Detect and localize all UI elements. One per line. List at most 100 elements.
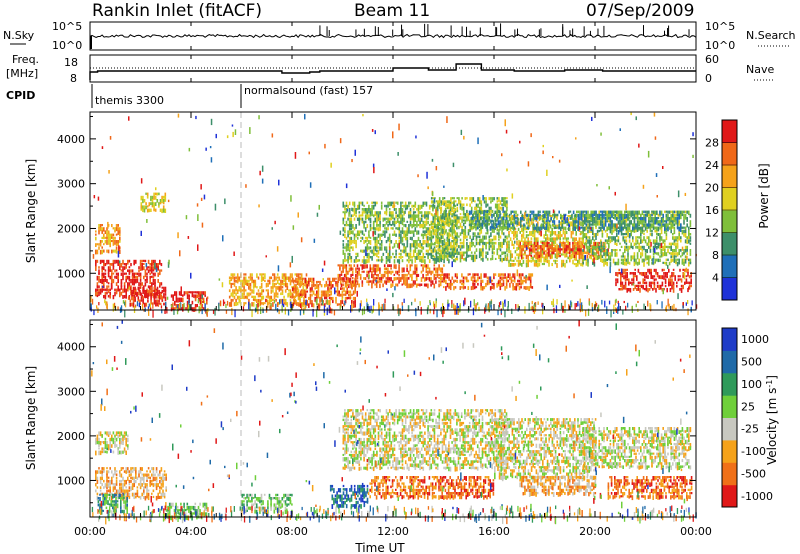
echo-cell: [533, 234, 536, 239]
echo-cell: [444, 217, 447, 220]
echo-cell: [400, 256, 402, 260]
echo-cell: [533, 309, 536, 314]
echo-cell: [667, 249, 669, 253]
echo-cell: [532, 234, 534, 237]
echo-cell: [96, 243, 99, 246]
echo-cell: [478, 213, 481, 217]
echo-cell: [112, 243, 115, 246]
echo-cell: [403, 246, 405, 251]
echo-cell: [400, 252, 402, 256]
echo-cell: [453, 197, 455, 200]
echo-cell: [459, 206, 462, 210]
echo-cell: [517, 263, 520, 267]
echo-cell: [301, 293, 304, 297]
echo-cell: [667, 210, 669, 214]
echo-cell: [235, 279, 237, 283]
echo-cell: [241, 292, 244, 297]
echo-cell: [486, 257, 489, 261]
echo-cell: [505, 286, 508, 289]
echo-cell: [498, 245, 500, 250]
echo-cell: [107, 259, 110, 265]
echo-cell: [353, 201, 356, 206]
echo-cell: [616, 278, 619, 284]
echo-cell: [364, 217, 367, 221]
echo-cell: [387, 256, 389, 260]
echo-cell: [296, 280, 299, 285]
echo-cell: [388, 233, 391, 237]
echo-cell: [641, 245, 644, 249]
echo-cell: [360, 249, 362, 253]
echo-cell: [661, 268, 664, 272]
echo-cell: [680, 226, 682, 232]
echo-cell: [570, 234, 573, 239]
echo-cell: [485, 254, 487, 259]
echo-cell: [648, 268, 651, 273]
echo-cell: [656, 284, 659, 288]
echo-cell: [498, 232, 500, 237]
echo-cell: [336, 293, 339, 297]
echo-cell: [445, 251, 447, 255]
echo-cell: [112, 259, 115, 264]
echo-cell: [627, 229, 629, 235]
echo-cell: [425, 273, 428, 277]
echo-cell: [688, 261, 690, 267]
echo-cell: [434, 257, 436, 261]
echo-cell: [536, 241, 539, 246]
echo-cell: [115, 272, 118, 276]
echo-cell: [438, 238, 441, 242]
echo-cell: [654, 226, 656, 230]
echo-cell: [592, 226, 594, 230]
echo-cell: [644, 278, 646, 281]
echo-cell: [328, 280, 331, 286]
echo-cell: [345, 183, 348, 189]
echo-cell: [486, 232, 489, 235]
echo-cell: [101, 266, 103, 270]
echo-cell: [451, 213, 454, 216]
echo-cell: [119, 240, 121, 243]
echo-cell: [145, 205, 147, 210]
echo-cell: [681, 213, 684, 217]
echo-cell: [374, 227, 377, 230]
echo-cell: [377, 214, 380, 219]
echo-cell: [449, 279, 452, 285]
echo-cell: [464, 276, 466, 280]
echo-cell: [575, 247, 577, 252]
echo-cell: [576, 251, 579, 255]
echo-cell: [345, 259, 348, 262]
echo-cell: [348, 243, 351, 247]
echo-cell: [537, 224, 539, 228]
echo-cell: [270, 295, 273, 301]
echo-cell: [546, 256, 549, 260]
echo-cell: [200, 184, 202, 190]
echo-cell: [143, 199, 146, 203]
echo-cell: [533, 245, 536, 248]
echo-cell: [627, 258, 629, 263]
echo-cell: [387, 227, 389, 231]
echo-cell: [617, 213, 620, 219]
echo-cell: [147, 289, 149, 295]
echo-cell: [568, 210, 570, 214]
echo-cell: [470, 276, 473, 281]
echo-cell: [330, 162, 332, 168]
echo-cell: [446, 241, 449, 245]
echo-cell: [509, 227, 512, 232]
echo-cell: [643, 229, 645, 233]
echo-cell: [292, 279, 295, 284]
echo-cell: [515, 217, 517, 220]
echo-cell: [369, 220, 372, 224]
echo-cell: [620, 223, 623, 228]
echo-cell: [680, 217, 682, 220]
echo-cell: [499, 220, 501, 225]
echo-cell: [519, 231, 521, 234]
echo-cell: [368, 208, 370, 212]
echo-cell: [98, 285, 100, 289]
echo-cell: [596, 213, 599, 218]
echo-cell: [430, 197, 433, 200]
echo-cell: [593, 223, 596, 226]
echo-cell: [172, 297, 174, 302]
echo-cell: [620, 258, 623, 262]
echo-cell: [294, 302, 297, 305]
echo-cell: [451, 235, 454, 239]
echo-cell: [265, 298, 268, 303]
echo-cell: [420, 204, 423, 209]
